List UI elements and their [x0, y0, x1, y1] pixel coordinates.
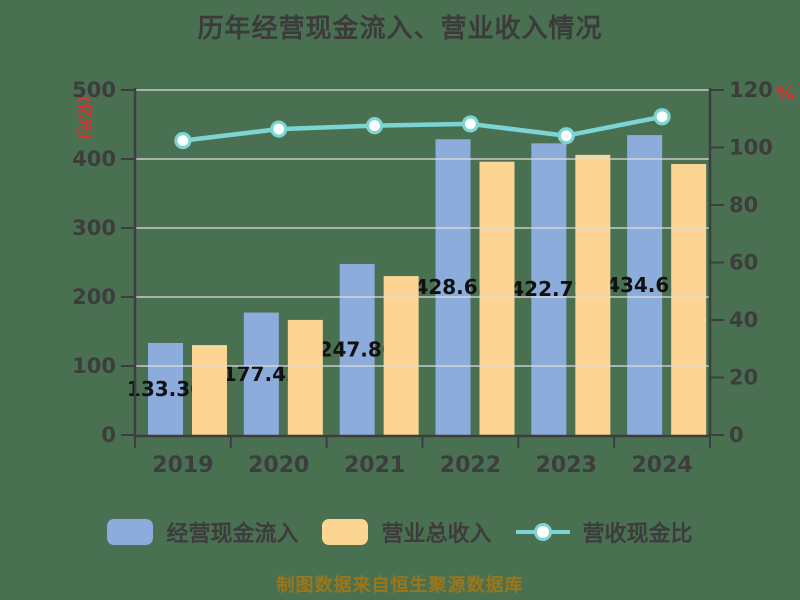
left-axis-label-400: 400 — [72, 147, 116, 171]
ratio-marker-2022 — [461, 115, 480, 133]
left-axis-label-300: 300 — [72, 216, 116, 240]
left-axis-label-200: 200 — [72, 285, 116, 309]
right-axis-label-120: 120 — [729, 78, 773, 102]
legend-label-total-revenue: 营业总收入 — [381, 522, 492, 547]
legend-marker-circle-icon — [533, 523, 552, 541]
bar-revenue-2019 — [192, 345, 227, 435]
bar-revenue-2020 — [287, 319, 323, 435]
legend-line-marker-icon — [515, 519, 570, 545]
left-axis-unit-label: (亿元) — [76, 96, 94, 140]
legend-item-total-revenue[interactable]: 营业总收入 — [322, 516, 492, 548]
right-axis-label-60: 60 — [729, 251, 758, 275]
right-axis-label-40: 40 — [729, 308, 758, 332]
ratio-line — [180, 114, 665, 143]
bar-label-2021: 247.86 — [319, 337, 396, 361]
right-axis-label-20: 20 — [729, 366, 758, 390]
x-axis-label-2019: 2019 — [152, 453, 213, 478]
left-axis-label-100: 100 — [72, 354, 116, 378]
bar-cash-inflow-2024 — [627, 135, 663, 436]
bar-revenue-2024 — [671, 164, 707, 436]
right-axis-unit-label: % — [776, 83, 795, 105]
bar-cash-inflow-2020 — [243, 312, 279, 435]
bar-cash-inflow-2021 — [339, 263, 375, 435]
bar-cash-inflow-2019 — [148, 342, 183, 435]
bar-revenue-2021 — [383, 276, 419, 435]
legend-label-cash-inflow: 经营现金流入 — [166, 522, 299, 547]
chart-title: 历年经营现金流入、营业收入情况 — [197, 14, 603, 44]
bar-label-2022: 428.65 — [414, 275, 491, 299]
legend-swatch-revenue-bar — [322, 519, 369, 545]
legend-item-cash-inflow[interactable]: 经营现金流入 — [107, 516, 298, 548]
ratio-marker-2024 — [653, 108, 671, 126]
ratio-marker-2023 — [557, 127, 575, 145]
ratio-marker-2020 — [270, 120, 288, 138]
x-axis-label-2022: 2022 — [440, 453, 501, 478]
x-axis-label-2023: 2023 — [536, 453, 597, 478]
legend-label-revenue-cash-ratio: 营收现金比 — [582, 522, 693, 547]
x-axis-label-2020: 2020 — [248, 453, 309, 478]
bar-cash-inflow-2023 — [531, 143, 567, 436]
bar-label-2019: 133.36 — [127, 377, 204, 401]
x-axis-label-2021: 2021 — [344, 453, 405, 478]
bar-label-2024: 434.65 — [606, 273, 683, 297]
ratio-marker-2019 — [174, 132, 192, 150]
right-axis-label-80: 80 — [729, 193, 758, 217]
right-axis-label-0: 0 — [729, 423, 744, 447]
bar-cash-inflow-2022 — [435, 139, 471, 435]
x-axis-label-2024: 2024 — [631, 453, 692, 478]
ratio-marker-2021 — [365, 117, 384, 135]
left-axis-label-500: 500 — [72, 78, 116, 102]
footer-note: 制图数据来自恒生聚源数据库 — [276, 575, 524, 596]
left-axis-label-0: 0 — [101, 423, 116, 447]
legend-swatch-cash-bar — [107, 519, 154, 545]
right-axis-label-100: 100 — [729, 136, 773, 160]
bar-revenue-2022 — [479, 161, 515, 436]
legend-item-revenue-cash-ratio[interactable]: 营收现金比 — [515, 516, 693, 548]
legend: 经营现金流入 营业总收入 营收现金比 — [0, 514, 800, 550]
bar-revenue-2023 — [575, 154, 611, 436]
